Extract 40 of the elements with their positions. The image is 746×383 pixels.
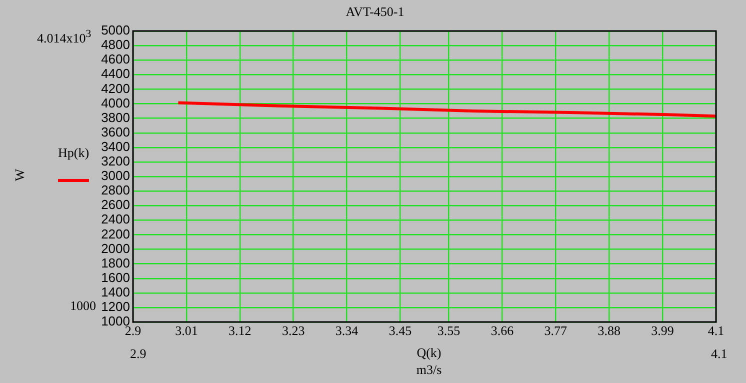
- y-tick-label: 5000: [101, 22, 130, 38]
- y-tick-label: 4600: [101, 52, 130, 67]
- y-tick-label: 1400: [101, 284, 130, 300]
- text: 2.9: [130, 346, 146, 362]
- x-tick-label: 3.66: [490, 323, 514, 338]
- x-tick-label: 4.1: [708, 323, 724, 338]
- y-tick-label: 2200: [101, 226, 130, 242]
- text: 1000: [70, 298, 96, 314]
- x-tick-label: 3.77: [544, 323, 568, 338]
- y-tick-label: 4400: [101, 66, 130, 82]
- y-tick-label: 4200: [101, 80, 130, 96]
- chart-title: AVT-450-1: [344, 4, 406, 20]
- y-tick-label: 2400: [101, 212, 130, 227]
- y-tick-label: 3800: [101, 110, 130, 125]
- y-tick-label: 4000: [101, 95, 130, 110]
- y-tick-label: 1800: [101, 255, 130, 270]
- y-tick-label: 4800: [101, 37, 130, 52]
- y-tick-label: 2800: [101, 182, 130, 198]
- x-tick-label: 3.45: [388, 323, 412, 338]
- text: Hp(k): [58, 145, 90, 161]
- x-tick-label: 3.99: [651, 323, 674, 338]
- x-tick-label: 3.01: [175, 323, 198, 338]
- text: 4.014x10$^{3}$: [37, 28, 92, 46]
- text: m3/s: [415, 362, 443, 378]
- x-axis-title: Q(k): [416, 345, 442, 361]
- y-tick-label: 1600: [101, 270, 130, 285]
- y-tick-label: 3000: [101, 168, 130, 184]
- y-tick-label: 3400: [101, 138, 130, 154]
- x-tick-label: 3.88: [598, 323, 620, 338]
- y-tick-label: 3600: [101, 124, 130, 140]
- text: W: [12, 168, 28, 182]
- x-tick-label: 3.34: [335, 323, 359, 338]
- text: 4.1: [711, 346, 728, 362]
- x-tick-label: 3.23: [282, 323, 305, 338]
- x-tick-label: 3.12: [228, 323, 252, 338]
- y-tick-label: 1200: [101, 299, 130, 314]
- x-tick-label: 3.55: [437, 323, 460, 338]
- y-tick-label: 2600: [101, 197, 130, 212]
- y-tick-label: 3200: [101, 154, 130, 169]
- y-tick-label: 2000: [101, 240, 130, 256]
